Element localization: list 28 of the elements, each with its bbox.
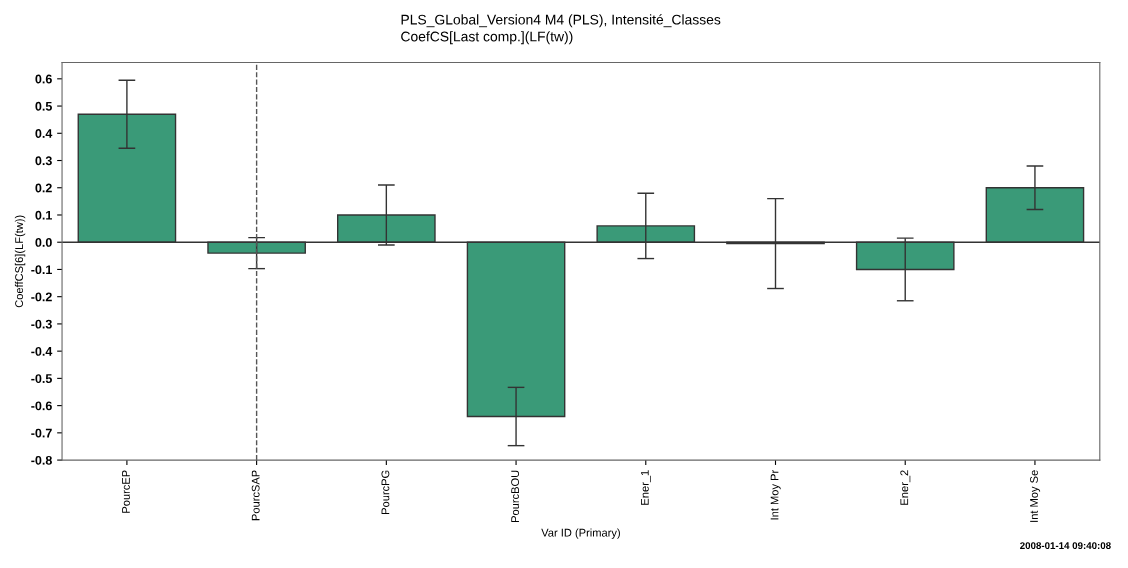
x-tick-label: Int Moy Se — [1030, 470, 1041, 522]
y-axis-title: CoeffCS[6](LF(tw)) — [14, 215, 26, 308]
y-tick-label: 0.1 — [35, 210, 52, 220]
y-tick-label: -0.7 — [31, 428, 52, 438]
y-tick-label: 0.6 — [35, 74, 52, 84]
y-tick-label: 0.4 — [35, 129, 53, 138]
y-tick-label: -0.6 — [31, 401, 52, 411]
y-tick-label: 0.0 — [35, 238, 52, 247]
y-tick-label: 0.5 — [35, 101, 52, 111]
chart-subtitle: CoefCS[Last comp.](LF(tw)) — [401, 31, 573, 45]
x-tick-label: PourcEP — [122, 470, 130, 513]
y-tick-label: -0.4 — [31, 346, 53, 356]
text: 2008-01-14 09:40:08 — [1020, 542, 1111, 550]
x-tick-label: Ener_2 — [900, 470, 911, 505]
y-tick-label: -0.5 — [31, 374, 52, 384]
x-axis-title: Var ID (Primary) — [541, 528, 620, 539]
x-tick-label: Int Moy Pr — [770, 469, 781, 520]
y-tick-label: 0.2 — [35, 183, 52, 193]
y-tick-label: 0.3 — [35, 156, 52, 166]
chart-title: PLS_GLobal_Version4 M4 (PLS), Intensité_Classes — [401, 14, 721, 28]
y-tick-label: -0.1 — [31, 265, 52, 275]
x-tick-label: PourcSAP — [251, 470, 260, 521]
y-tick-label: -0.3 — [31, 319, 52, 329]
y-tick-label: -0.2 — [31, 292, 52, 302]
x-tick-label: Ener_1 — [641, 470, 651, 505]
x-tick-label: PourcBOU — [511, 470, 520, 522]
x-tick-label: PourcPG — [381, 470, 390, 514]
y-tick-label: -0.8 — [31, 455, 52, 465]
